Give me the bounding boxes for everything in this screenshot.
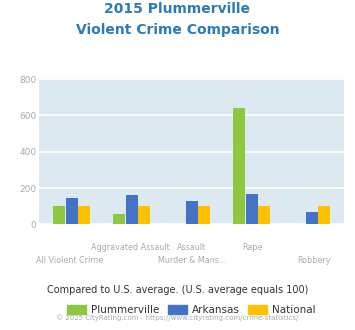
Text: All Violent Crime: All Violent Crime bbox=[36, 256, 103, 265]
Text: Murder & Mans...: Murder & Mans... bbox=[158, 256, 226, 265]
Bar bbox=[66, 198, 77, 224]
Text: Robbery: Robbery bbox=[297, 256, 331, 265]
Bar bbox=[78, 206, 90, 224]
Bar bbox=[113, 214, 125, 224]
Text: © 2025 CityRating.com - https://www.cityrating.com/crime-statistics/: © 2025 CityRating.com - https://www.city… bbox=[56, 314, 299, 321]
Bar bbox=[126, 195, 138, 224]
Bar bbox=[53, 206, 65, 224]
Bar bbox=[198, 206, 210, 224]
Text: Compared to U.S. average. (U.S. average equals 100): Compared to U.S. average. (U.S. average … bbox=[47, 285, 308, 295]
Text: Aggravated Assault: Aggravated Assault bbox=[91, 243, 170, 251]
Bar bbox=[233, 108, 245, 224]
Text: Assault: Assault bbox=[177, 243, 206, 251]
Bar bbox=[138, 206, 150, 224]
Bar bbox=[306, 212, 318, 224]
Bar bbox=[258, 206, 271, 224]
Text: Violent Crime Comparison: Violent Crime Comparison bbox=[76, 23, 279, 37]
Bar bbox=[318, 206, 331, 224]
Bar bbox=[246, 193, 258, 224]
Legend: Plummerville, Arkansas, National: Plummerville, Arkansas, National bbox=[67, 305, 316, 315]
Text: 2015 Plummerville: 2015 Plummerville bbox=[104, 2, 251, 16]
Text: Rape: Rape bbox=[242, 243, 263, 251]
Bar bbox=[186, 201, 198, 224]
